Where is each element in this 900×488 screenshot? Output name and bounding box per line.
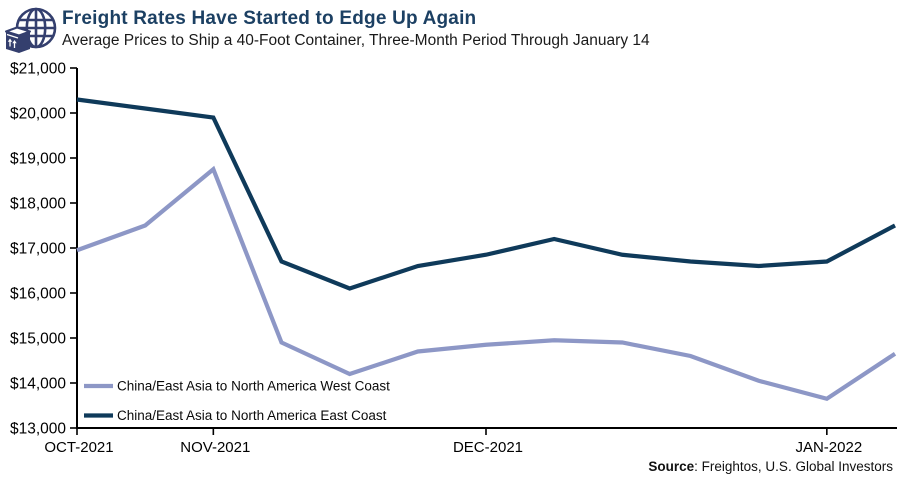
globe-package-icon bbox=[5, 7, 57, 53]
chart-title: Freight Rates Have Started to Edge Up Ag… bbox=[62, 8, 477, 29]
y-axis-label: $13,000 bbox=[10, 421, 66, 438]
source-text: : Freightos, U.S. Global Investors bbox=[694, 459, 893, 474]
source-label: Source bbox=[648, 459, 695, 474]
y-axis-label: $21,000 bbox=[10, 61, 66, 78]
source-note: Source: Freightos, U.S. Global Investors bbox=[648, 459, 893, 474]
y-axis-label: $17,000 bbox=[10, 241, 66, 258]
y-axis-label: $14,000 bbox=[10, 376, 66, 393]
y-axis-label: $20,000 bbox=[10, 106, 66, 123]
x-axis-label: OCT-2021 bbox=[44, 439, 113, 456]
y-axis-label: $16,000 bbox=[10, 286, 66, 303]
chart-subtitle: Average Prices to Ship a 40-Foot Contain… bbox=[62, 32, 650, 49]
legend-label-east-coast: China/East Asia to North America East Co… bbox=[117, 408, 387, 423]
y-axis-label: $19,000 bbox=[10, 151, 66, 168]
series-line-west-coast bbox=[76, 165, 897, 402]
series-line-east-coast bbox=[76, 97, 896, 291]
axis-lines bbox=[76, 68, 897, 429]
package-box bbox=[5, 26, 31, 53]
legend-label-west-coast: China/East Asia to North America West Co… bbox=[117, 379, 390, 394]
chart-header: Freight Rates Have Started to Edge Up Ag… bbox=[3, 5, 650, 55]
y-axis-label: $15,000 bbox=[10, 331, 66, 348]
y-axis-label: $18,000 bbox=[10, 196, 66, 213]
x-axis-label: DEC-2021 bbox=[453, 439, 523, 456]
x-axis-label: NOV-2021 bbox=[180, 439, 250, 456]
x-axis-label: JAN-2022 bbox=[795, 439, 862, 456]
